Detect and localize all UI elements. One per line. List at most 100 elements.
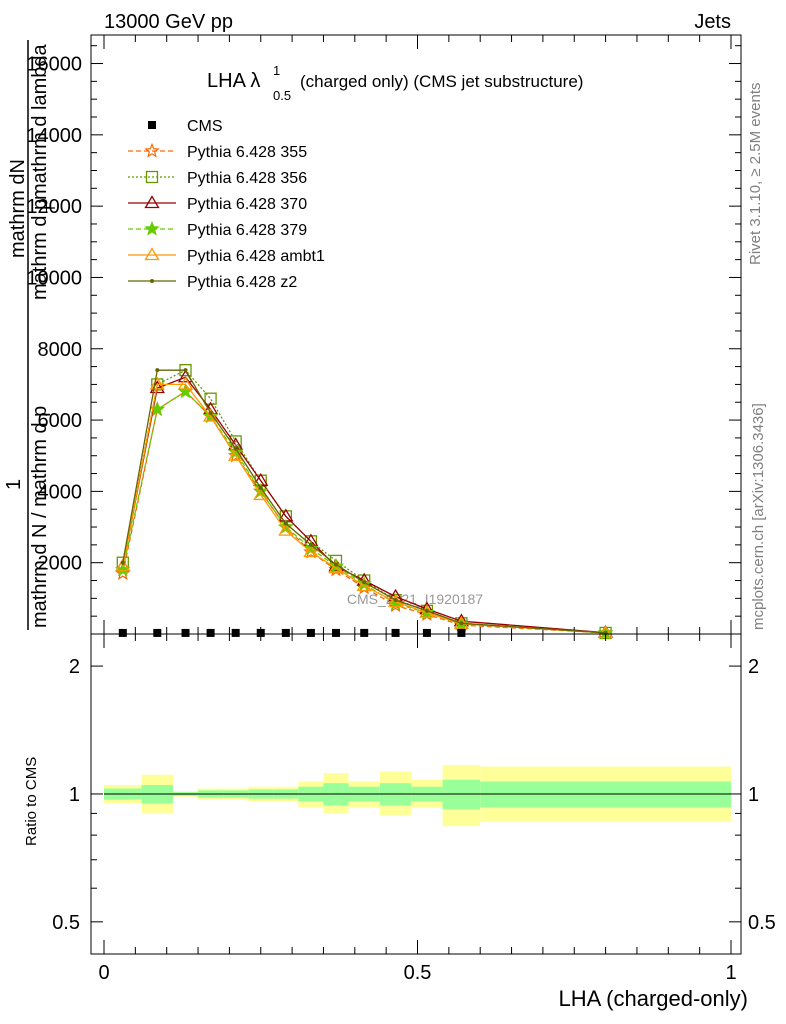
series-point [283,521,288,526]
main-series-group [115,364,614,640]
x-tick-label: 0.5 [404,962,432,984]
x-axis-label: LHA (charged-only) [558,986,748,1011]
y-tick-label: 12000 [26,196,82,218]
legend-label: Pythia 6.428 355 [187,144,307,161]
cms-point [391,628,400,637]
title-main: LHA λ [207,70,260,92]
series-point [115,558,131,572]
x-tick-label: 0 [98,962,109,984]
series-point [253,487,269,501]
legend-marker [144,195,160,209]
cms-point [153,628,162,637]
legend-cms-label: CMS [187,118,223,135]
y-tick-label: 4000 [38,481,83,503]
series-point [149,376,165,390]
cms-point [181,628,190,637]
cms-data [118,628,466,637]
ratio-bands [104,764,731,827]
legend-label: Pythia 6.428 ambt1 [187,248,325,265]
y-tick-label: 6000 [38,410,83,432]
ylabel-denominator-pt: mathrm d p [29,199,51,300]
header-jets: Jets [694,11,731,33]
x-tick-label: 1 [725,962,736,984]
series-point [278,522,294,536]
series-point [120,560,125,565]
main-y-label: 1 mathrm dN mathrm d p T mathrm d lambda… [3,40,58,630]
ratio-axis-ticks: 0.5 0.5 1 1 2 2 0 0.5 1 [52,634,776,984]
legend-marker [144,247,160,261]
series-point [202,408,219,422]
cms-point [422,628,431,637]
series-point [308,542,313,547]
series-point [362,580,367,585]
cms-point [331,628,340,637]
series-line [122,383,606,634]
header-energy: 13000 GeV pp [104,11,233,33]
series-line [122,390,606,634]
series-line [122,369,606,634]
ylabel-left: mathrm d N / mathrm d p [29,406,51,628]
rivet-label: Rivet 3.1.10, ≥ 2.5M events [747,83,764,266]
cms-point [206,628,215,637]
ratio-y-label: Ratio to CMS [23,757,40,846]
series-point [233,446,238,451]
ylabel-numerator: mathrm dN [7,159,29,258]
ratio-stat-band [442,779,481,810]
ratio-y-tick-label-right: 2 [748,656,759,678]
legend-cms-marker [148,121,156,129]
legend-label: Pythia 6.428 356 [187,170,307,187]
series-5 [120,368,608,635]
main-axis-ticks [91,35,741,635]
series-point [204,392,217,405]
legend-marker [150,279,154,283]
cms-point [306,628,315,637]
chart-title: LHA λ [207,70,260,92]
ylabel-one: 1 [3,479,25,490]
legend: CMS Pythia 6.428 355 Pythia 6.428 356 Pythi… [128,118,325,291]
y-tick-label: 14000 [26,125,82,147]
title-superscript: 1 [273,63,280,78]
ratio-panel: 0.5 0.5 1 1 2 2 0 0.5 1 Ratio to CMS LHA (charge… [23,633,776,1011]
y-tick-label: 16000 [26,54,82,76]
ylabel-lambda: mathrm d lambda [29,44,51,200]
series-line [122,376,606,634]
ratio-y-tick-label-left: 1 [69,784,80,806]
y-tick-label: 10000 [26,267,82,289]
series-point [333,562,338,567]
series-point [424,608,429,613]
ratio-y-tick-label-right: 1 [748,784,759,806]
cms-point [231,628,240,637]
title-subscript: 0.5 [273,88,291,103]
legend-label: Pythia 6.428 379 [187,222,307,239]
cms-point [118,628,127,637]
main-y-tick-labels: 2000 4000 6000 8000 10000 12000 14000 16000 [26,54,82,575]
y-tick-label: 2000 [38,553,83,575]
series-point [303,544,319,558]
series-point [303,543,319,559]
cms-point [256,628,265,637]
mcplots-label: mcplots.cern.ch [arXiv:1306.3436] [750,403,767,630]
series-point [155,368,160,373]
series-point [258,485,263,490]
legend-label: Pythia 6.428 370 [187,196,307,213]
series-point [208,410,213,415]
cms-point [281,628,290,637]
legend-marker [145,170,159,184]
ylabel-t-sub: T [43,204,58,212]
cms-point [457,628,466,637]
series-point [393,598,398,603]
main-panel: 2000 4000 6000 8000 10000 12000 14000 16000 1 m… [3,34,742,640]
series-point [459,621,464,626]
title-suffix: (charged only) (CMS jet substructure) [300,72,583,91]
series-point [177,376,194,390]
y-tick-label: 8000 [38,339,83,361]
legend-marker [144,220,160,236]
ratio-y-tick-label-left: 0.5 [52,912,80,934]
series-point [227,447,244,463]
ratio-y-tick-label-right: 0.5 [748,912,776,934]
legend-label: Pythia 6.428 z2 [187,274,297,291]
series-point [183,368,188,373]
ratio-y-tick-label-left: 2 [69,656,80,678]
legend-marker [144,142,160,158]
